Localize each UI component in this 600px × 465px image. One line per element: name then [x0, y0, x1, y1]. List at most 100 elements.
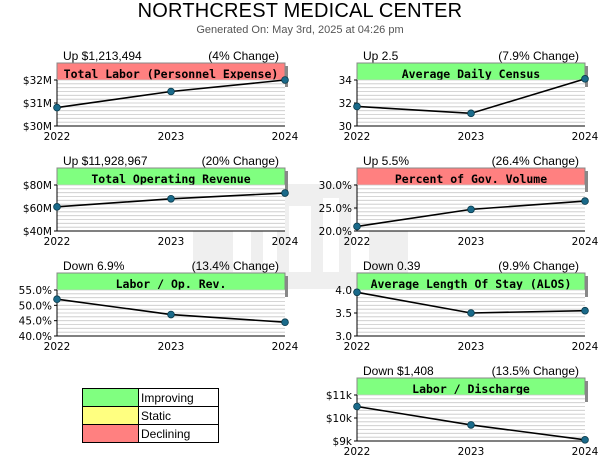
y-tick-label: 55.0%	[19, 285, 52, 297]
y-tick-label: $80M	[23, 180, 52, 192]
y-tick-label: 34	[339, 75, 353, 87]
x-tick-label: 2024	[572, 131, 599, 143]
data-point	[581, 197, 589, 205]
y-tick-label: 40.0%	[19, 331, 52, 343]
y-tick-label: 20.0%	[319, 226, 352, 238]
kpi-panel: Down $1,408 (13.5% Change) Labor / Dischar…	[326, 363, 600, 458]
data-point	[53, 295, 61, 303]
change-label: Up 5.5%	[363, 154, 409, 168]
y-tick-label: 3.0	[335, 331, 352, 343]
data-point	[581, 75, 589, 83]
y-tick-label: $60M	[23, 203, 52, 215]
change-label: Down $1,408	[363, 364, 434, 378]
x-tick-label: 2023	[458, 131, 485, 143]
status-legend: Improving Static Declining	[82, 388, 219, 443]
percent-change-label: (13.4% Change)	[192, 259, 279, 273]
chart-title: Percent of Gov. Volume	[395, 172, 547, 186]
kpi-chart-2: Up $11,928,967 (20% Change) Total Operatin…	[23, 154, 299, 248]
x-tick-label: 2023	[458, 236, 485, 248]
kpi-chart-6: Down $1,408 (13.5% Change) Labor / Dischar…	[326, 364, 599, 458]
kpi-panel: Up $11,928,967 (20% Change) Total Operatin…	[23, 153, 305, 248]
chart-title: Total Labor (Personnel Expense)	[64, 67, 279, 81]
x-tick-label: 2022	[344, 446, 371, 458]
percent-change-label: (20% Change)	[202, 154, 279, 168]
legend-row: Declining	[82, 424, 219, 443]
x-tick-label: 2023	[158, 236, 185, 248]
legend-row: Improving	[82, 388, 219, 407]
y-tick-label: 30.0%	[319, 180, 352, 192]
x-tick-label: 2024	[572, 446, 599, 458]
x-tick-label: 2022	[344, 131, 371, 143]
percent-change-label: (13.5% Change)	[492, 364, 579, 378]
legend-row: Static	[82, 406, 219, 425]
data-point	[353, 402, 361, 411]
x-tick-label: 2023	[158, 341, 185, 353]
legend-swatch	[82, 424, 139, 443]
chart-title: Average Length Of Stay (ALOS)	[371, 277, 572, 291]
chart-title: Average Daily Census	[402, 67, 540, 81]
kpi-chart-3: Up 5.5% (26.4% Change) Percent of Gov. Vol…	[319, 154, 599, 248]
data-point	[53, 203, 61, 211]
data-point	[581, 306, 589, 315]
data-point	[167, 87, 175, 96]
kpi-panel: Up 5.5% (26.4% Change) Percent of Gov. Vol…	[319, 153, 600, 248]
x-tick-label: 2023	[458, 446, 485, 458]
chart-title: Labor / Discharge	[412, 382, 530, 396]
percent-change-label: (26.4% Change)	[492, 154, 579, 168]
data-point	[467, 309, 475, 317]
change-label: Down 0.39	[363, 259, 421, 273]
x-tick-label: 2024	[272, 131, 299, 143]
kpi-chart-0: Up $1,213,494 (4% Change) Total Labor (Per…	[23, 49, 299, 143]
data-point	[281, 76, 289, 84]
kpi-chart-5: Down 0.39 (9.9% Change) Average Length Of …	[335, 259, 599, 353]
legend-label: Declining	[138, 424, 219, 443]
data-point	[53, 103, 61, 112]
y-tick-label: $32M	[23, 75, 52, 87]
legend-label: Static	[138, 406, 219, 425]
legend-label: Improving	[138, 388, 219, 407]
x-tick-label: 2024	[272, 341, 299, 353]
percent-change-label: (4% Change)	[208, 49, 279, 63]
kpi-panel: Up $1,213,494 (4% Change) Total Labor (Per…	[23, 48, 305, 143]
x-tick-label: 2022	[344, 341, 371, 353]
data-point	[353, 288, 361, 297]
legend-swatch	[82, 388, 139, 407]
y-tick-label: 50.0%	[19, 300, 52, 312]
kpi-panel: Up 2.5 (7.9% Change) Average Daily Census 3…	[339, 48, 600, 143]
data-point	[467, 421, 475, 429]
y-tick-label: $10k	[326, 413, 353, 425]
legend-swatch	[82, 406, 139, 425]
kpi-chart-1: Up 2.5 (7.9% Change) Average Daily Census 3…	[339, 49, 599, 143]
x-tick-label: 2024	[572, 341, 599, 353]
change-label: Up 2.5	[363, 49, 399, 63]
x-tick-label: 2022	[44, 236, 71, 248]
data-point	[353, 102, 361, 111]
data-point	[167, 194, 175, 203]
y-tick-label: 45.0%	[19, 316, 52, 328]
y-tick-label: 32	[339, 98, 352, 110]
y-tick-label: $30M	[23, 121, 52, 133]
chart-title: Total Operating Revenue	[91, 172, 250, 186]
data-point	[281, 189, 289, 197]
change-label: Up $1,213,494	[63, 49, 142, 63]
data-point	[467, 109, 475, 118]
data-point	[581, 436, 589, 444]
x-tick-label: 2024	[572, 236, 599, 248]
generated-timestamp: Generated On: May 3rd, 2025 at 04:26 pm	[196, 24, 404, 36]
kpi-chart-4: Down 6.9% (13.4% Change) Labor / Op. Rev. 4…	[19, 259, 299, 353]
percent-change-label: (9.9% Change)	[498, 259, 579, 273]
x-tick-label: 2022	[344, 236, 371, 248]
x-tick-label: 2022	[44, 341, 71, 353]
y-tick-label: $9k	[333, 436, 353, 448]
y-tick-label: $40M	[23, 226, 52, 238]
data-point	[353, 222, 361, 231]
x-tick-label: 2023	[158, 131, 185, 143]
y-tick-label: 30	[339, 121, 352, 133]
chart-title: Labor / Op. Rev.	[116, 277, 227, 291]
x-tick-label: 2022	[44, 131, 71, 143]
y-tick-label: $11k	[326, 390, 353, 402]
x-tick-label: 2024	[272, 236, 299, 248]
kpi-panel: Down 6.9% (13.4% Change) Labor / Op. Rev. 4…	[19, 258, 305, 353]
x-tick-label: 2023	[458, 341, 485, 353]
data-point	[167, 310, 175, 319]
